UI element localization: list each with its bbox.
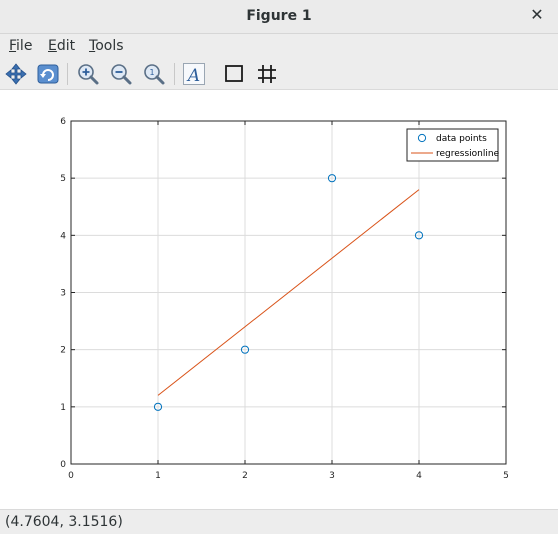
text-icon: A (183, 63, 205, 86)
toolbar-separator (174, 63, 175, 85)
menu-tools-mnemonic: T (89, 38, 96, 54)
zoom-reset-icon: 1 (144, 64, 165, 85)
toggle-grid-button[interactable] (254, 61, 280, 87)
y-tick-label: 0 (60, 460, 66, 470)
status-bar: (4.7604, 3.1516) (0, 509, 558, 534)
data-point (240, 345, 250, 354)
toggle-axes-box-button[interactable] (221, 61, 247, 87)
menu-tools-rest: ools (95, 38, 124, 54)
menu-bar: File Edit Tools (0, 34, 558, 58)
y-tick-label: 4 (60, 231, 66, 241)
zoom-in-button[interactable] (75, 61, 101, 87)
x-tick-label: 5 (503, 471, 509, 481)
menu-edit-rest: dit (56, 38, 76, 54)
zoom-reset-button[interactable]: 1 (141, 61, 167, 87)
menu-edit-mnemonic: E (48, 38, 57, 54)
zoom-out-button[interactable] (108, 61, 134, 87)
insert-text-button[interactable]: A (181, 61, 207, 87)
legend-label: data points (436, 134, 487, 144)
toolbar-separator (67, 63, 68, 85)
regression-line (157, 189, 420, 396)
grid-icon (258, 65, 276, 83)
x-tick-label: 4 (416, 471, 422, 481)
menu-edit[interactable]: Edit (48, 38, 75, 54)
y-tick-label: 1 (60, 403, 66, 413)
title-bar: Figure 1 ✕ (0, 0, 558, 34)
zoom-out-icon (111, 64, 132, 85)
rotate-button[interactable] (35, 61, 61, 87)
y-tick-label: 6 (60, 117, 66, 127)
x-tick-label: 3 (329, 471, 335, 481)
chart-svg[interactable]: 0 1 2 3 4 5 0 1 2 3 4 5 6 data points regressionline (0, 91, 558, 509)
rotate-icon (37, 64, 59, 84)
y-tick-label: 2 (60, 346, 66, 356)
plot-area[interactable]: 0 1 2 3 4 5 0 1 2 3 4 5 6 data points regressionline (0, 91, 558, 509)
x-tick-label: 0 (68, 471, 74, 481)
cursor-coordinates: (4.7604, 3.1516) (5, 514, 123, 530)
pan-button[interactable] (3, 61, 29, 87)
menu-file[interactable]: File (9, 38, 32, 54)
zoom-in-icon (78, 64, 99, 85)
menu-file-mnemonic: F (9, 38, 17, 54)
data-point (414, 231, 424, 240)
pan-icon (5, 63, 27, 85)
x-tick-label: 1 (155, 471, 161, 481)
text-icon-glyph: A (186, 66, 200, 86)
window-title: Figure 1 (246, 8, 312, 24)
svg-text:1: 1 (149, 68, 154, 77)
data-point (327, 174, 337, 183)
menu-tools[interactable]: Tools (89, 38, 124, 54)
close-icon[interactable]: ✕ (530, 5, 544, 24)
legend-marker (417, 133, 427, 143)
y-tick-label: 5 (60, 174, 66, 184)
legend-label: regressionline (436, 149, 500, 159)
y-tick-label: 3 (60, 289, 66, 299)
axes-box-icon (225, 65, 243, 82)
toolbar: 1 A (0, 58, 558, 90)
data-point (153, 402, 163, 411)
x-tick-label: 2 (242, 471, 248, 481)
menu-file-rest: ile (16, 38, 33, 54)
